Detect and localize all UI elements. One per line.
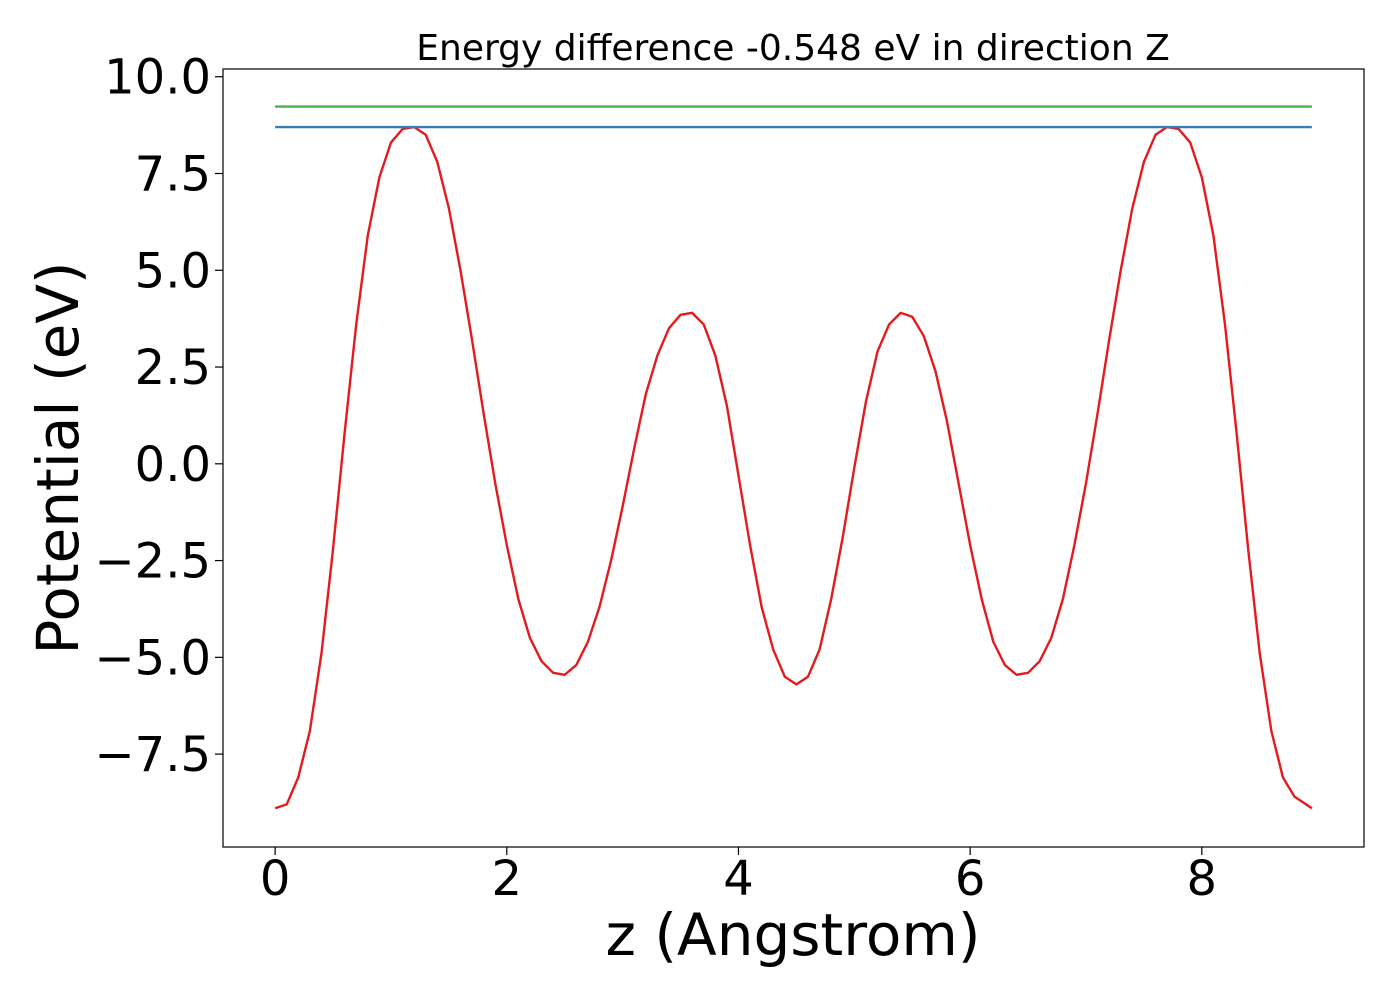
y-axis-label: Potential (eV) xyxy=(24,261,92,654)
x-axis-ticks: 0 2 4 6 8 xyxy=(260,847,1217,907)
x-tick-label: 8 xyxy=(1187,851,1218,907)
y-tick-label: 2.5 xyxy=(135,340,211,396)
x-tick-label: 6 xyxy=(955,851,986,907)
plot-frame xyxy=(222,68,1365,848)
y-tick-label: −5.0 xyxy=(94,630,211,686)
y-axis-ticks: −7.5 −5.0 −2.5 0.0 2.5 5.0 7.5 10.0 xyxy=(94,50,223,783)
series-layer xyxy=(274,105,1313,810)
y-tick-label: −7.5 xyxy=(94,727,211,783)
y-tick-label: 0.0 xyxy=(135,437,211,493)
series-line-0 xyxy=(274,125,1313,810)
y-tick-label: 5.0 xyxy=(135,243,211,299)
x-tick-label: 2 xyxy=(492,851,523,907)
y-tick-label: 7.5 xyxy=(135,147,211,203)
y-tick-label: 10.0 xyxy=(104,50,211,106)
chart-title: Energy difference -0.548 eV in direction… xyxy=(416,28,1170,69)
x-tick-label: 4 xyxy=(723,851,754,907)
x-axis-label: z (Angstrom) xyxy=(606,901,981,969)
y-tick-label: −2.5 xyxy=(94,534,211,590)
x-tick-label: 0 xyxy=(260,851,291,907)
